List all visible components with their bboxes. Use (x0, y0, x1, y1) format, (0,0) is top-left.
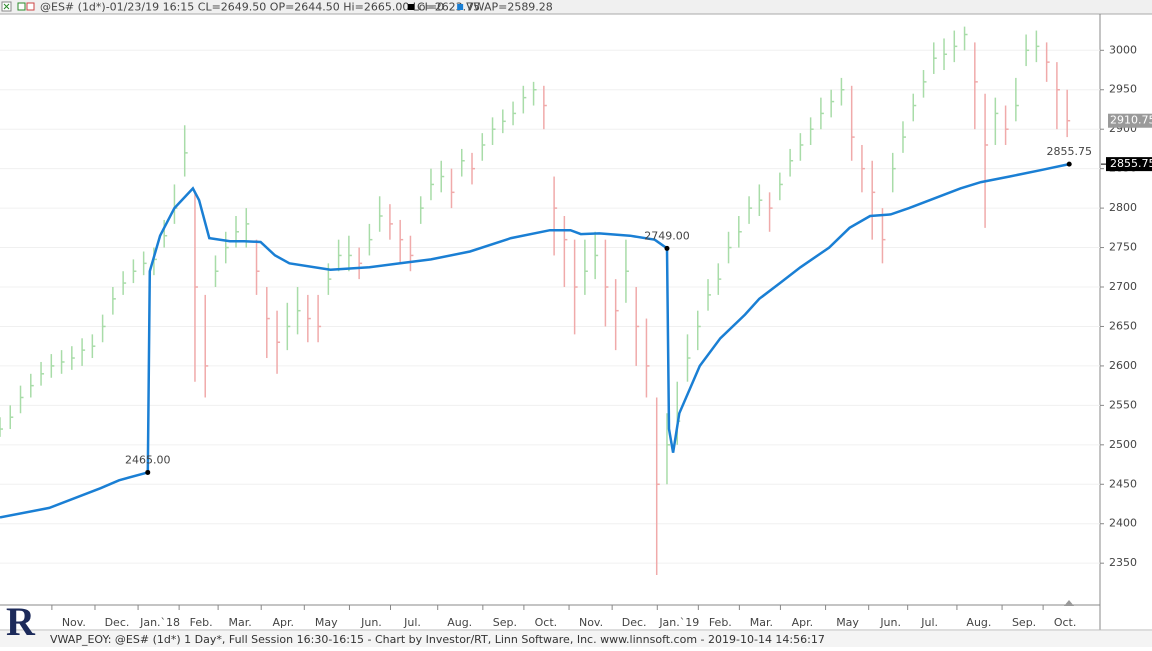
y-tick-label: 2500 (1109, 438, 1137, 451)
y-tick-label: 2550 (1109, 398, 1137, 411)
vwap-marker (664, 245, 670, 251)
vwap-tag-label: 2855.75 (1110, 157, 1152, 170)
x-tick-label: Jul. (403, 616, 421, 629)
legend-label: VWAP=2589.28 (466, 1, 553, 14)
x-tick-label: Jan.`18 (139, 616, 180, 629)
x-tick-label: Nov. (579, 616, 603, 629)
x-tick-label: Jul. (920, 616, 938, 629)
y-tick-label: 2950 (1109, 83, 1137, 96)
y-tick-label: 2350 (1109, 556, 1137, 569)
x-tick-label: Apr. (792, 616, 814, 629)
bar-icon-down (26, 2, 35, 11)
last-price-label: 2910.75 (1110, 114, 1152, 127)
x-tick-label: Aug. (447, 616, 472, 629)
x-tick-label: Apr. (272, 616, 294, 629)
bar-icon-up (17, 2, 26, 11)
y-tick-label: 3000 (1109, 43, 1137, 56)
close-icon-mark (3, 3, 10, 10)
x-tick-label: Sep. (1012, 616, 1036, 629)
vwap-line (0, 162, 1070, 519)
x-tick-label: Nov. (62, 616, 86, 629)
price-bars (0, 26, 1071, 576)
x-tick-label: Jun. (360, 616, 382, 629)
x-tick-label: May (836, 616, 859, 629)
x-tick-label: Jan.`19 (658, 616, 699, 629)
vwap-marker (1066, 161, 1072, 167)
y-tick-label: 2450 (1109, 477, 1137, 490)
x-tick-label: Dec. (105, 616, 130, 629)
footer-caption: VWAP_EOY: @ES# (1d*) 1 Day*, Full Sessio… (50, 633, 825, 646)
vwap-value-label: 2749.00 (644, 229, 690, 242)
x-tick-label: Sep. (493, 616, 517, 629)
x-tick-label: Jun. (879, 616, 901, 629)
vwap-value-label: 2465.00 (125, 453, 171, 466)
x-tick-label: Mar. (750, 616, 773, 629)
x-tick-label: Feb. (709, 616, 732, 629)
y-tick-label: 2400 (1109, 517, 1137, 530)
y-tick-label: 2800 (1109, 201, 1137, 214)
y-tick-label: 2700 (1109, 280, 1137, 293)
x-tick-label: Dec. (622, 616, 647, 629)
vwap-value-label: 2855.75 (1046, 145, 1092, 158)
last-price-tag (1108, 113, 1152, 128)
legend-swatch (408, 4, 414, 10)
vwap-tag (1106, 157, 1152, 172)
header-status: @ES# (1d*)-01/23/19 16:15 CL=2649.50 OP=… (40, 1, 480, 14)
x-tick-label: Feb. (190, 616, 213, 629)
x-tick-label: May (315, 616, 338, 629)
x-tick-label: Oct. (1054, 616, 1077, 629)
scroll-marker[interactable] (1064, 600, 1074, 606)
vwap-marker (145, 469, 151, 475)
legend-label: CI=0 (417, 1, 444, 14)
header-bar (0, 0, 1152, 14)
x-tick-label: Aug. (966, 616, 991, 629)
logo: R (6, 599, 36, 644)
x-tick-label: Oct. (535, 616, 558, 629)
y-tick-label: 2650 (1109, 319, 1137, 332)
footer-bar (0, 631, 1152, 647)
x-tick-label: Mar. (228, 616, 251, 629)
legend-swatch (457, 4, 464, 10)
y-tick-label: 2600 (1109, 359, 1137, 372)
y-tick-label: 2750 (1109, 241, 1137, 254)
